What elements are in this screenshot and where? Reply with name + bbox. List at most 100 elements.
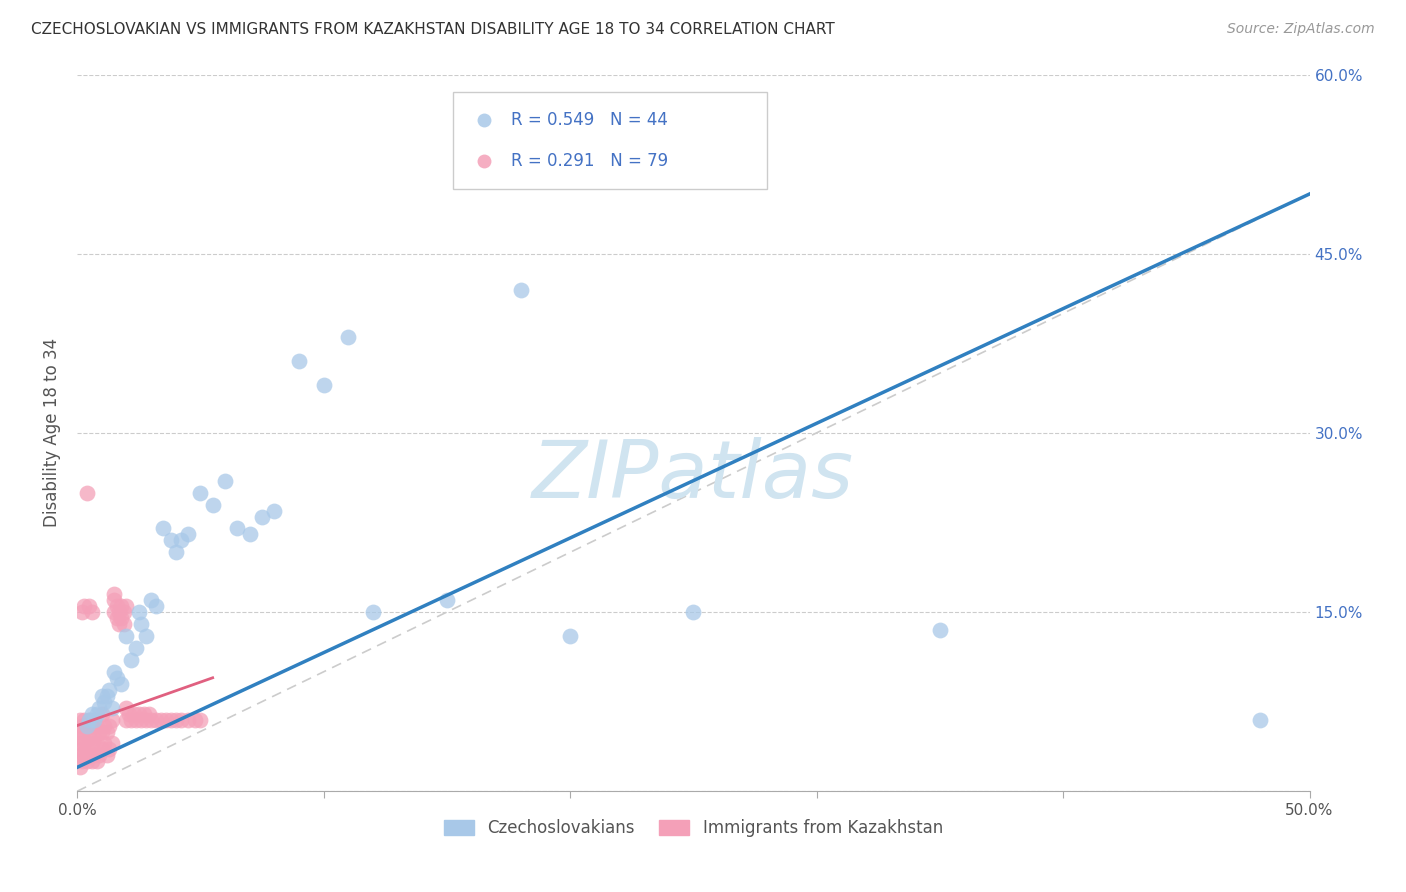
Point (90, 742, 112, 756)
Point (138, 706, 160, 721)
Point (80, 737, 103, 751)
Point (105, 599, 128, 613)
Point (83, 731, 105, 745)
Point (103, 593, 125, 607)
Point (169, 713, 191, 727)
Point (145, 713, 167, 727)
Point (86, 755, 108, 769)
Point (86, 718, 108, 732)
Point (263, 503, 285, 517)
FancyBboxPatch shape (453, 93, 768, 189)
Point (69, 748, 91, 763)
Point (165, 545, 187, 559)
Point (120, 713, 142, 727)
Point (70, 718, 93, 732)
Point (98, 718, 121, 732)
Point (79, 748, 101, 763)
Point (115, 629, 138, 643)
Point (188, 485, 211, 500)
Point (177, 713, 200, 727)
Point (152, 521, 174, 535)
Point (682, 605, 704, 619)
Point (69, 713, 91, 727)
Point (129, 713, 152, 727)
Point (93, 737, 115, 751)
Point (73, 713, 96, 727)
Point (201, 498, 224, 512)
Point (70, 605, 93, 619)
Point (120, 653, 142, 667)
Point (149, 713, 172, 727)
Text: Source: ZipAtlas.com: Source: ZipAtlas.com (1227, 22, 1375, 37)
Point (73, 599, 96, 613)
Point (73, 724, 96, 739)
Point (103, 665, 125, 679)
Point (165, 713, 187, 727)
Point (69, 760, 91, 774)
Point (80, 706, 103, 721)
Point (337, 330, 360, 344)
Point (250, 509, 273, 524)
Point (558, 629, 581, 643)
Point (226, 521, 249, 535)
Point (76, 718, 98, 732)
Point (188, 713, 211, 727)
Point (105, 611, 128, 625)
Point (110, 599, 132, 613)
Point (83, 713, 105, 727)
Point (83, 748, 105, 763)
Point (76, 755, 98, 769)
Point (79, 599, 101, 613)
Point (93, 718, 115, 732)
Point (89, 748, 111, 763)
Point (96, 724, 118, 739)
Point (79, 731, 101, 745)
Point (239, 527, 262, 541)
Point (76, 485, 98, 500)
Point (90, 706, 112, 721)
Point (70, 742, 93, 756)
Point (90, 689, 112, 703)
Y-axis label: Disability Age 18 to 34: Disability Age 18 to 34 (44, 338, 60, 527)
Point (312, 378, 335, 392)
Point (135, 629, 157, 643)
Point (125, 640, 148, 655)
Point (89, 700, 111, 714)
Point (79, 713, 101, 727)
Point (928, 623, 950, 637)
Point (89, 724, 111, 739)
Point (159, 533, 181, 548)
Point (1249, 713, 1271, 727)
Point (128, 605, 150, 619)
Point (135, 713, 157, 727)
Point (139, 713, 162, 727)
Point (96, 748, 118, 763)
Point (118, 706, 141, 721)
Point (509, 283, 531, 297)
Point (177, 527, 200, 541)
Point (100, 700, 122, 714)
Point (115, 713, 138, 727)
Point (93, 695, 115, 709)
Point (70, 755, 93, 769)
Point (159, 713, 181, 727)
Point (108, 617, 131, 632)
Text: R = 0.549   N = 44: R = 0.549 N = 44 (510, 111, 668, 128)
Point (80, 718, 103, 732)
Point (69, 737, 91, 751)
Point (73, 748, 96, 763)
Point (129, 617, 152, 632)
Point (69, 724, 91, 739)
Point (128, 706, 150, 721)
Point (90, 724, 112, 739)
Text: R = 0.291   N = 79: R = 0.291 N = 79 (510, 152, 668, 169)
Point (122, 706, 145, 721)
Point (76, 742, 98, 756)
Point (110, 677, 132, 691)
Point (100, 713, 122, 727)
Point (108, 605, 131, 619)
Point (169, 533, 191, 548)
Point (103, 605, 125, 619)
Point (70, 731, 93, 745)
Point (115, 700, 138, 714)
